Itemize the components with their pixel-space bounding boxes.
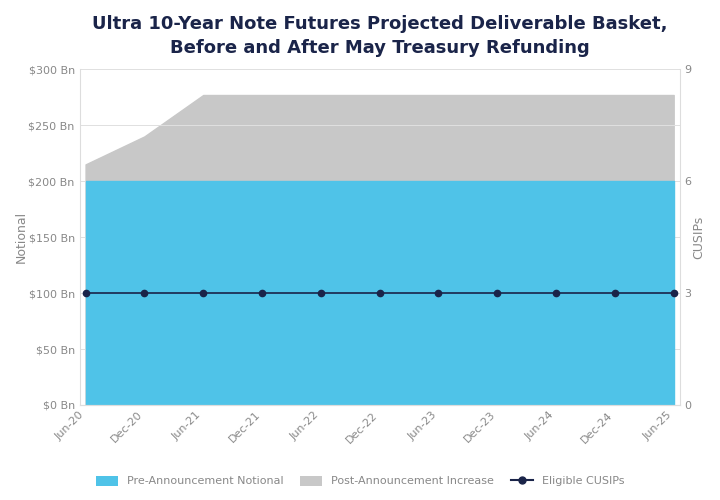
Legend: Pre-Announcement Notional, Post-Announcement Increase, Eligible CUSIPs: Pre-Announcement Notional, Post-Announce…: [90, 470, 630, 492]
Y-axis label: CUSIPs: CUSIPs: [692, 216, 705, 258]
Title: Ultra 10-Year Note Futures Projected Deliverable Basket,
Before and After May Tr: Ultra 10-Year Note Futures Projected Del…: [92, 15, 667, 56]
Y-axis label: Notional: Notional: [15, 211, 28, 263]
